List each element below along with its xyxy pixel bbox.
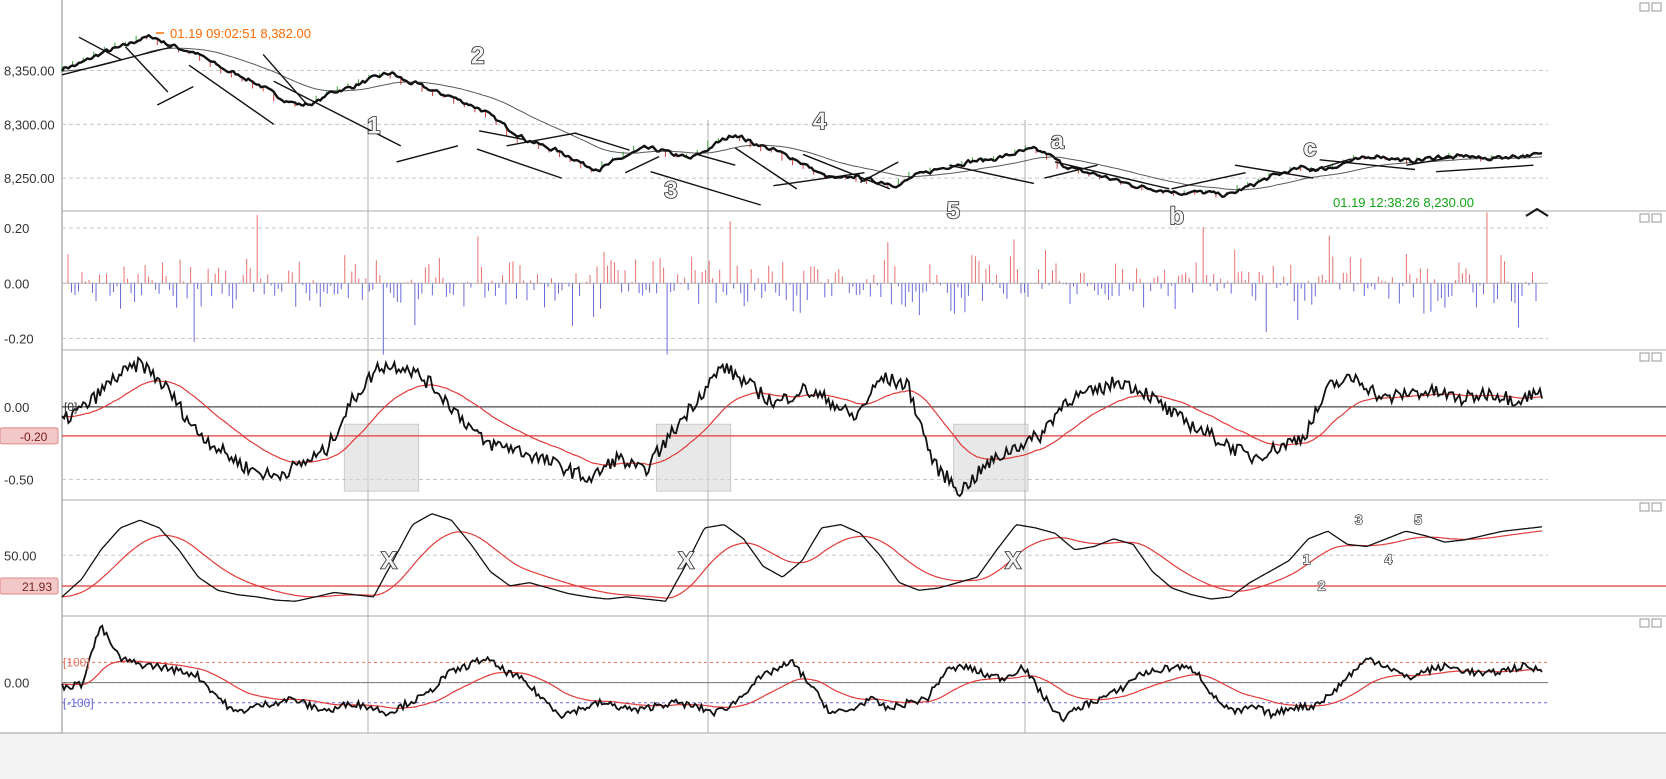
- trend-line: [188, 64, 275, 125]
- trend-line: [802, 153, 891, 190]
- cci-main-line: [61, 624, 1543, 723]
- x-wave-label: X: [1005, 547, 1021, 574]
- trend-line: [1308, 158, 1352, 173]
- panel-minimize-icon[interactable]: [1639, 2, 1650, 12]
- trend-line: [1436, 164, 1534, 173]
- y-tick-label: 8,300.00: [4, 117, 55, 132]
- stoch-wave-label: 2: [1318, 577, 1326, 593]
- trend-line: [396, 145, 459, 163]
- trend-line: [478, 130, 524, 141]
- chart-texts: 8,350.00 8,300.00 8,250.00 0.20 0.00 -0.20 0.0…: [0, 26, 1474, 710]
- trend-line: [773, 172, 865, 187]
- cci-level-tag: [-100]: [63, 696, 94, 710]
- shaded-region: [343, 423, 420, 492]
- trend-line: [859, 161, 899, 184]
- oscillator-main-line: [61, 355, 1543, 498]
- trend-line: [697, 153, 736, 166]
- x-wave-label: X: [678, 547, 694, 574]
- stoch-level-tag: 21.93: [22, 580, 52, 594]
- panel-maximize-icon[interactable]: [1651, 618, 1662, 628]
- panel-minimize-icon[interactable]: [1639, 618, 1650, 628]
- y-tick-label: 8,350.00: [4, 64, 55, 79]
- wave-label: 3: [664, 177, 677, 204]
- bottom-strip: [0, 733, 1666, 779]
- oscillator-signal-line: [61, 380, 1543, 466]
- wave-label: 5: [947, 197, 960, 224]
- wave-label: 2: [471, 42, 484, 69]
- chart-marks: [60, 32, 1666, 723]
- trend-line: [1406, 155, 1458, 166]
- stoch-wave-label: 4: [1385, 551, 1393, 567]
- y-tick-label: -0.20: [4, 331, 34, 346]
- trend-line: [1044, 164, 1098, 179]
- trend-line: [734, 147, 798, 190]
- panel-maximize-icon[interactable]: [1651, 2, 1662, 12]
- panel-maximize-icon[interactable]: [1651, 502, 1662, 512]
- y-tick-label: 0.00: [4, 276, 29, 291]
- collapse-icon[interactable]: [1525, 207, 1549, 217]
- price-moving-average: [61, 47, 1543, 191]
- stoch-wave-label: 5: [1414, 512, 1422, 528]
- level-tag-box: [0, 427, 59, 445]
- trend-line: [1054, 161, 1170, 190]
- trend-line: [78, 36, 122, 61]
- trend-line: [125, 46, 169, 93]
- high-price-label: 01.19 09:02:51 8,382.00: [170, 26, 311, 41]
- trend-line: [273, 80, 402, 147]
- wave-label: c: [1303, 135, 1316, 162]
- stoch-main-line: [61, 513, 1543, 602]
- trend-line: [1234, 164, 1314, 179]
- trend-line: [1319, 159, 1416, 171]
- x-wave-label: X: [381, 547, 397, 574]
- trend-line: [1171, 172, 1246, 190]
- panel-minimize-icon[interactable]: [1639, 502, 1650, 512]
- price-line: [60, 34, 1543, 198]
- cci-signal-line: [61, 660, 1543, 710]
- trend-line: [476, 148, 562, 179]
- level-tag: -0.20: [20, 430, 48, 444]
- panel-maximize-icon[interactable]: [1651, 352, 1662, 362]
- wave-label: 4: [813, 108, 827, 135]
- cci-level-tag: [100]: [63, 655, 90, 669]
- trend-line: [61, 46, 173, 76]
- wave-label: 1: [367, 112, 380, 139]
- trend-line: [624, 155, 660, 174]
- trend-line: [650, 170, 761, 206]
- panel-minimize-icon[interactable]: [1639, 213, 1650, 223]
- y-tick-label: 0.00: [4, 676, 29, 691]
- y-tick-label: -0.50: [4, 472, 34, 487]
- low-price-label: 01.19 12:38:26 8,230.00: [1333, 195, 1474, 210]
- trend-line: [949, 164, 1034, 185]
- y-tick-label: 50.00: [4, 548, 37, 563]
- axis-strip: [0, 0, 62, 779]
- trend-line: [262, 53, 307, 104]
- panel-maximize-icon[interactable]: [1651, 213, 1662, 223]
- y-tick-label: 8,250.00: [4, 171, 55, 186]
- y-tick-label: 0.20: [4, 221, 29, 236]
- trend-line: [156, 86, 194, 106]
- wave-label: b: [1170, 203, 1185, 230]
- trend-line: [574, 132, 630, 151]
- stoch-wave-label: 1: [1303, 551, 1311, 567]
- panel-minimize-icon[interactable]: [1639, 352, 1650, 362]
- wave-label: a: [1051, 127, 1065, 154]
- trend-line: [506, 132, 577, 147]
- y-tick-label: 0.00: [4, 400, 29, 415]
- zero-tag: [0]: [64, 400, 77, 414]
- stoch-level-tag-box: [0, 577, 59, 595]
- stoch-wave-label: 3: [1355, 512, 1363, 528]
- stoch-signal-line: [61, 530, 1543, 599]
